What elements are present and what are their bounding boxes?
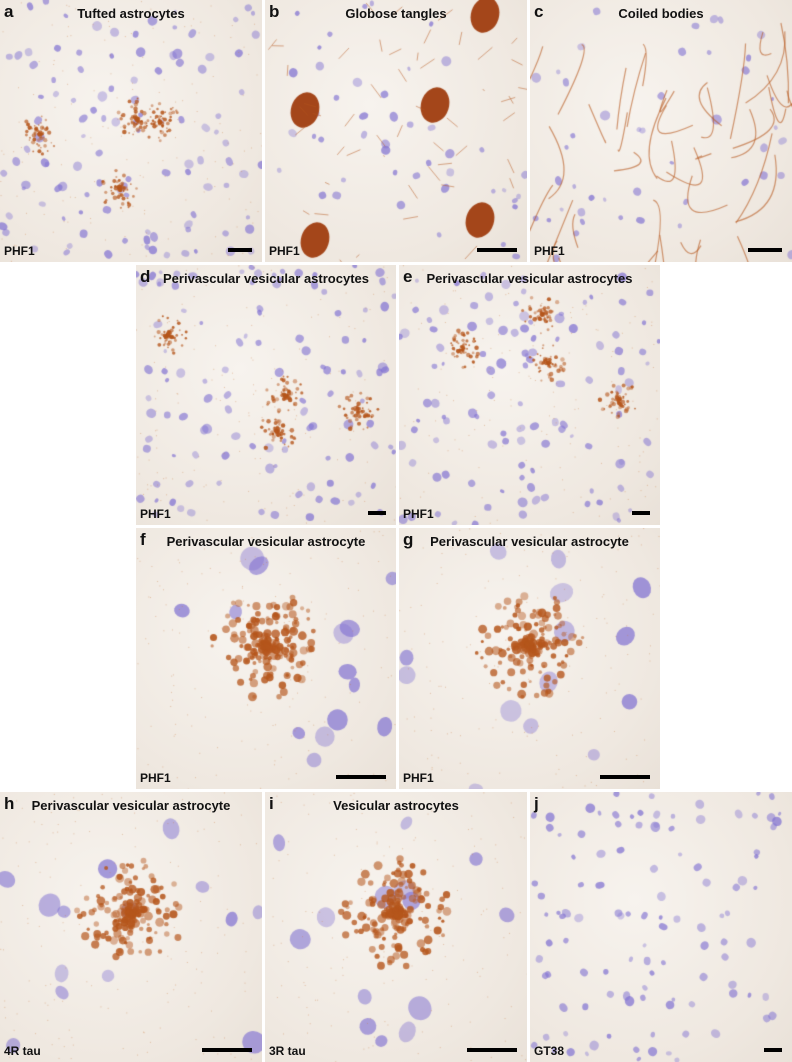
micrograph-image (136, 528, 396, 789)
micrograph-image (530, 792, 792, 1062)
stain-label: PHF1 (403, 507, 434, 521)
stain-label: PHF1 (140, 771, 171, 785)
stain-label: 3R tau (269, 1044, 306, 1058)
panel-b: b Globose tangles PHF1 (265, 0, 527, 262)
scale-bar (202, 1048, 252, 1052)
stain-label: GT38 (534, 1044, 565, 1058)
panel-title: Perivascular vesicular astrocytes (163, 271, 369, 286)
panel-e: e Perivascular vesicular astrocytes PHF1 (399, 265, 660, 525)
stain-label: PHF1 (403, 771, 434, 785)
panel-title: Tufted astrocytes (77, 6, 185, 21)
panel-letter: e (403, 267, 413, 286)
panel-h: h Perivascular vesicular astrocyte 4R ta… (0, 792, 262, 1062)
panel-letter: f (140, 530, 146, 549)
panel-j: j GT38 (530, 792, 792, 1062)
panel-title: Perivascular vesicular astrocyte (31, 798, 231, 813)
scale-bar (336, 775, 386, 779)
micrograph-image (399, 528, 660, 789)
panel-letter: d (140, 267, 151, 286)
panel-letter: a (4, 2, 14, 21)
scale-bar (467, 1048, 517, 1052)
scale-bar (228, 248, 252, 252)
scale-bar (764, 1048, 782, 1052)
panel-d: d Perivascular vesicular astrocytes PHF1 (136, 265, 396, 525)
panel-letter: b (269, 2, 280, 21)
panel-i: i Vesicular astrocytes 3R tau (265, 792, 527, 1062)
panel-letter: i (269, 794, 274, 813)
scale-bar (600, 775, 650, 779)
micrograph-image (530, 0, 792, 262)
stain-label: PHF1 (140, 507, 171, 521)
micrograph-image (265, 792, 527, 1062)
panel-letter: g (403, 530, 414, 549)
panel-title: Vesicular astrocytes (333, 798, 459, 813)
scale-bar (632, 511, 650, 515)
micrograph-image (265, 0, 527, 262)
scale-bar (477, 248, 517, 252)
panel-title: Globose tangles (345, 6, 447, 21)
micrograph-image (399, 265, 660, 525)
micrograph-image (0, 792, 262, 1062)
panel-title: Perivascular vesicular astrocytes (426, 271, 633, 286)
panel-letter: j (534, 794, 539, 813)
stain-label: PHF1 (269, 244, 300, 258)
panel-g: g Perivascular vesicular astrocyte PHF1 (399, 528, 660, 789)
panel-c: c Coiled bodies PHF1 (530, 0, 792, 262)
scale-bar (748, 248, 782, 252)
stain-label: PHF1 (534, 244, 565, 258)
panel-f: f Perivascular vesicular astrocyte PHF1 (136, 528, 396, 789)
panel-letter: h (4, 794, 15, 813)
scale-bar (368, 511, 386, 515)
stain-label: 4R tau (4, 1044, 41, 1058)
panel-letter: c (534, 2, 544, 21)
panel-a: a Tufted astrocytes PHF1 (0, 0, 262, 262)
panel-title: Perivascular vesicular astrocyte (430, 534, 629, 549)
micrograph-image (0, 0, 262, 262)
panel-title: Perivascular vesicular astrocyte (166, 534, 366, 549)
panel-title: Coiled bodies (618, 6, 704, 21)
micrograph-image (136, 265, 396, 525)
stain-label: PHF1 (4, 244, 35, 258)
